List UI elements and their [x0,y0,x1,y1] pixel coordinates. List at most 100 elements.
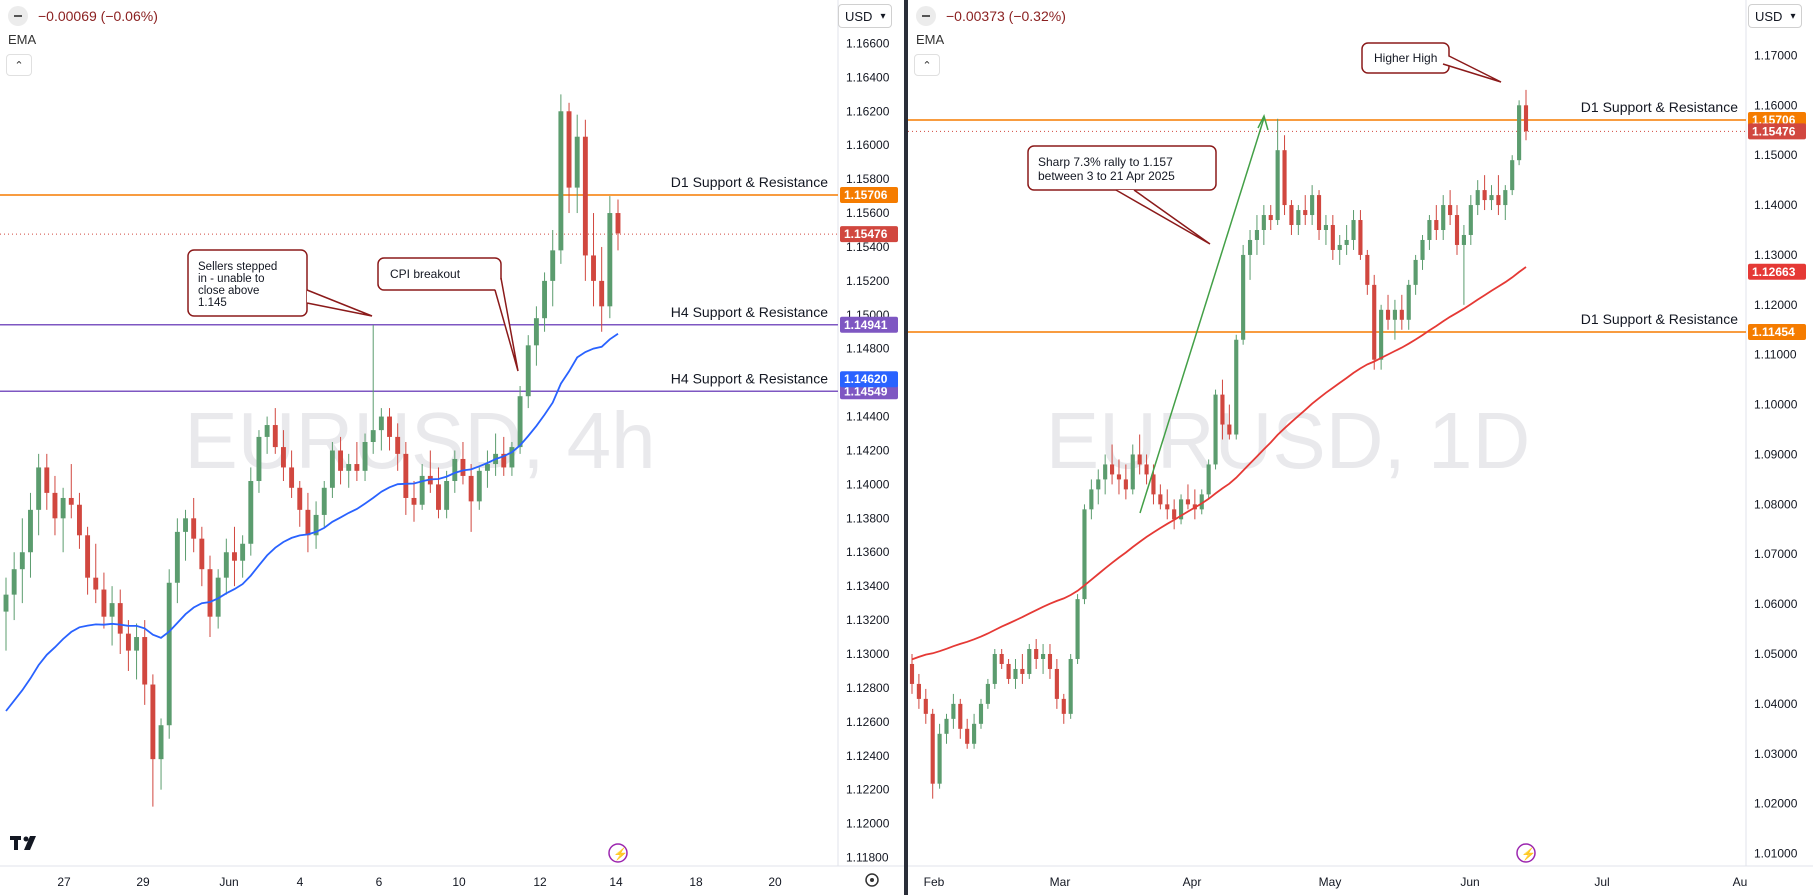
indicator-label[interactable]: EMA [916,32,945,47]
candle-body [1316,195,1322,230]
x-tick-label: 6 [376,875,383,889]
alert-lightning-icon[interactable] [608,843,628,863]
candle-body [403,453,409,498]
candle-body [1385,309,1391,320]
y-tick-label: 1.04000 [1754,697,1798,711]
y-tick-label: 1.06000 [1754,597,1798,611]
candle-body [909,663,915,684]
price-tag [1748,123,1806,140]
level-label: D1 Support & Resistance [671,174,828,190]
collapse-chevron-icon[interactable]: ⌃ [914,54,940,76]
annotation-text: CPI breakout [390,267,461,281]
candle-body [930,713,935,784]
price-tag-text: 1.14620 [844,372,888,386]
indicator-label[interactable]: EMA [8,32,37,47]
x-tick-label: 4 [297,875,304,889]
candle-body [1075,599,1080,659]
candle-body [1041,654,1046,659]
y-tick-label: 1.12000 [846,817,890,831]
currency-select[interactable]: USD ▾ [1748,4,1803,28]
x-tick-label: 29 [136,875,150,889]
visibility-toggle-icon[interactable] [916,6,936,26]
candle-body [972,723,977,744]
y-tick-label: 1.02000 [1754,797,1798,811]
candle-body [1461,234,1466,245]
candle-body [1020,668,1025,674]
rally-arrowhead [1257,113,1269,131]
y-tick-label: 1.07000 [1754,547,1798,561]
candle-body [965,728,970,744]
candle-body [591,255,596,281]
y-tick-label: 1.14800 [846,342,890,356]
svg-text:⚡: ⚡ [613,847,628,861]
chart-canvas-1d[interactable]: EURUSD, 1D 1.17000 1.16000 1.15000 1.14000 1.… [908,0,1813,895]
candle-body [215,577,221,617]
annotation-text-line: in - unable to [198,273,265,285]
candle-body [1330,225,1335,250]
tradingview-logo-icon [10,836,36,850]
price-tag-text: 1.12663 [1752,265,1796,279]
x-tick-label: 27 [57,875,71,889]
rally-arrow [1139,117,1265,514]
y-tick-label: 1.13000 [846,647,890,661]
candle-body [517,396,523,448]
annotation-pointer [1442,55,1502,83]
annotation-text-line: close above [198,285,259,297]
candle-body [607,213,613,307]
chart-canvas-4h[interactable]: EURUSD, 4h 1.16600 1.16400 1.16200 1.16000 1.… [0,0,904,895]
candle-body [1337,244,1342,250]
candle-body [240,543,246,561]
candle-body [1178,499,1184,520]
y-tick-label: 1.15800 [846,172,890,186]
candle-body [501,453,507,468]
candle-body [1365,254,1370,285]
candle-body [1151,474,1156,495]
chart-panel-4h: EURUSD, 4h 1.16600 1.16400 1.16200 1.16000 1.… [0,0,904,895]
candle-body [354,464,360,471]
candle-body [985,683,990,704]
y-tick-label: 1.15200 [846,274,890,288]
candle-body [289,467,295,488]
candle-body [574,136,580,188]
level-price-tag [1748,324,1806,341]
candle-body [11,569,17,595]
candle-body [542,280,548,319]
x-tick-label: 12 [533,875,547,889]
currency-select[interactable]: USD ▾ [838,4,893,28]
x-tick-label: Jun [219,875,238,889]
price-change: −0.00069 (−0.06%) [38,8,158,24]
candle-body [1172,509,1177,520]
candle-body [313,514,319,536]
candle-body [533,318,539,346]
candle-body [999,654,1004,664]
candle-body [1503,190,1508,206]
level-label: H4 Support & Resistance [671,304,828,320]
level-price-tag [840,187,898,204]
y-tick-label: 1.08000 [1754,497,1798,511]
x-tick-label: Mar [1050,875,1071,889]
candle-body [19,552,25,570]
candle-body [248,481,254,544]
candle-body [256,436,262,482]
alert-lightning-icon[interactable] [1516,843,1536,863]
y-tick-label: 1.12000 [1754,298,1798,312]
annotation-box [377,257,502,291]
candle-body [1082,509,1087,600]
visibility-toggle-icon[interactable] [8,6,28,26]
candle-body [199,538,205,570]
y-tick-label: 1.10000 [1754,398,1798,412]
settings-gear-icon[interactable] [865,873,879,887]
candle-body [207,569,213,617]
candle-body [36,467,42,510]
currency-label: USD [1755,8,1783,24]
level-label: H4 Support & Resistance [671,370,828,386]
y-tick-label: 1.12600 [846,715,890,729]
panel-divider[interactable] [904,0,908,895]
price-tag [840,226,898,243]
candle-body [1406,284,1411,320]
candle-body [550,250,556,281]
collapse-chevron-icon[interactable]: ⌃ [6,54,32,76]
candle-body [1061,698,1066,714]
price-tag-text: 1.15476 [844,227,888,241]
candle-body [1234,339,1239,435]
